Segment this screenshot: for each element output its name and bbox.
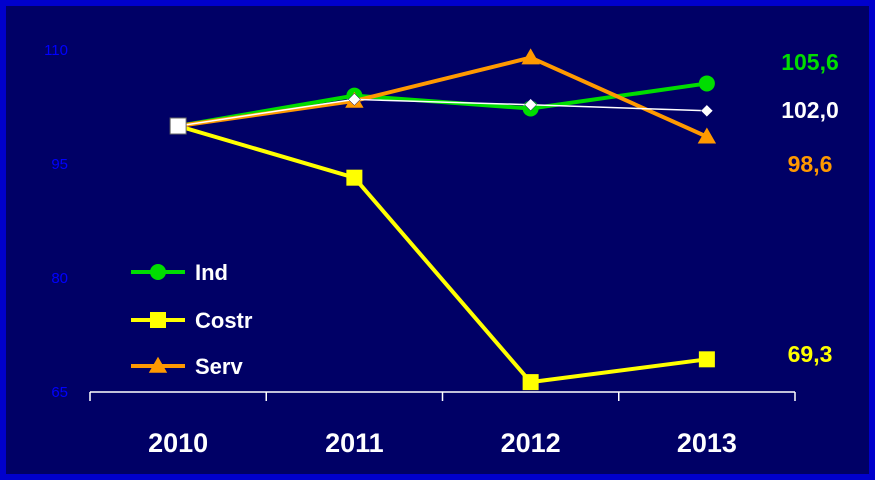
- end-value-label: 69,3: [788, 341, 833, 367]
- data-point: [169, 117, 187, 135]
- data-point: [698, 351, 715, 368]
- series-line-unlabeled: [178, 98, 707, 127]
- data-point: [697, 127, 717, 144]
- data-point: [700, 104, 714, 118]
- end-value-label: 105,6: [781, 49, 839, 75]
- x-tick-label: 2011: [325, 428, 384, 458]
- y-tick-label: 95: [51, 156, 68, 173]
- series-line-costr: [177, 124, 708, 385]
- data-point: [522, 374, 539, 391]
- data-point: [698, 75, 715, 92]
- data-point: [521, 48, 540, 65]
- series-line-ind: [177, 81, 708, 128]
- data-point: [348, 93, 361, 106]
- legend-marker: [150, 312, 166, 328]
- y-tick-label: 80: [51, 270, 68, 287]
- legend-label: Serv: [195, 354, 243, 379]
- x-tick-label: 2013: [677, 428, 737, 458]
- data-point: [524, 98, 537, 112]
- x-tick-label: 2010: [148, 428, 208, 458]
- x-tick-label: 2012: [501, 428, 561, 458]
- legend-label: Costr: [195, 308, 253, 333]
- end-value-label: 102,0: [781, 97, 839, 123]
- data-point: [346, 169, 363, 186]
- legend-marker: [148, 356, 168, 373]
- legend-marker: [150, 264, 166, 280]
- y-tick-label: 65: [51, 384, 68, 401]
- legend-label: Ind: [195, 260, 228, 285]
- end-value-label: 98,6: [788, 151, 833, 177]
- y-tick-label: 110: [44, 42, 68, 59]
- series-line-serv: [177, 55, 708, 139]
